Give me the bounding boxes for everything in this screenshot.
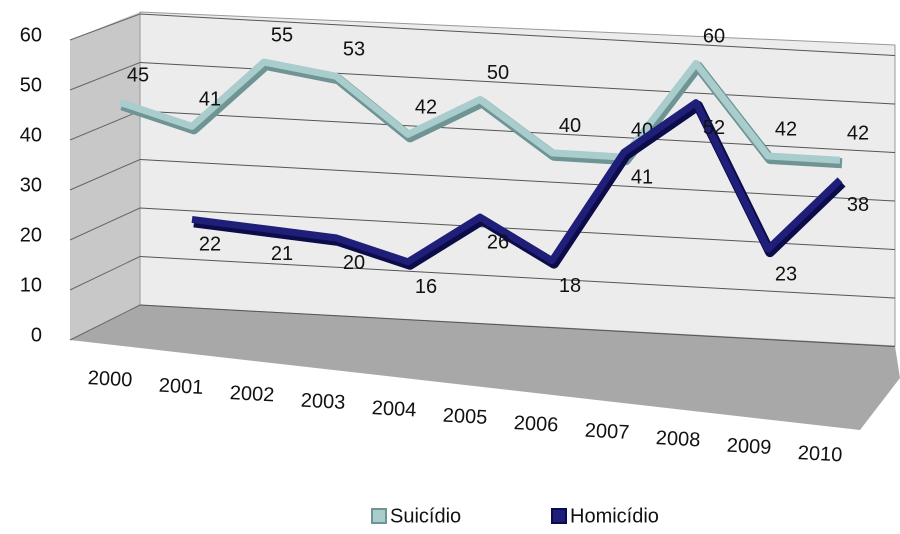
- x-tick-label: 2002: [229, 382, 275, 406]
- y-tick-label: 60: [20, 24, 42, 46]
- data-label: 40: [559, 115, 581, 137]
- data-label: 21: [271, 243, 293, 265]
- y-tick-label: 50: [20, 74, 42, 96]
- data-label: 42: [847, 123, 869, 145]
- grid-line: [69, 62, 141, 91]
- grid-line: [69, 304, 141, 341]
- data-label: 53: [343, 38, 365, 60]
- grid-line: [139, 304, 896, 348]
- y-tick-label: 10: [20, 274, 42, 296]
- data-label: 50: [487, 62, 509, 84]
- legend-label: Homicídio: [570, 505, 659, 527]
- x-tick-label: 2009: [726, 435, 772, 459]
- data-label: 60: [703, 26, 725, 48]
- x-tick-label: 2000: [87, 367, 133, 391]
- data-label: 18: [559, 275, 581, 297]
- legend-swatch: [551, 508, 567, 524]
- x-tick-label: 2004: [371, 397, 417, 421]
- x-tick-label: 2007: [584, 420, 630, 444]
- y-tick-label: 20: [20, 224, 42, 246]
- grid-line: [139, 256, 896, 299]
- y-tick-label: 30: [20, 174, 42, 196]
- grid-line: [69, 13, 141, 41]
- legend-swatch: [371, 508, 387, 524]
- data-label: 16: [415, 276, 437, 298]
- data-label: 52: [703, 117, 725, 139]
- legend-label: Suicídio: [390, 505, 461, 527]
- grid-line: [139, 13, 896, 57]
- series-line: [118, 58, 841, 164]
- data-label: 45: [127, 65, 149, 87]
- data-label: 22: [199, 234, 221, 256]
- data-label: 42: [415, 97, 437, 119]
- y-tick-label: 40: [20, 124, 42, 146]
- series-line: [191, 99, 843, 266]
- x-tick-label: 2006: [513, 412, 559, 436]
- grid-line: [69, 256, 141, 291]
- data-label: 41: [631, 167, 653, 189]
- floor: [70, 305, 900, 430]
- x-tick-label: 2005: [442, 405, 488, 429]
- y-tick-label: 0: [31, 324, 42, 346]
- data-label: 26: [487, 231, 509, 253]
- data-label: 23: [775, 263, 797, 285]
- back-wall: [139, 11, 896, 347]
- data-label: 20: [343, 252, 365, 274]
- data-label: 42: [775, 118, 797, 140]
- grid-line: [69, 159, 141, 191]
- x-tick-label: 2008: [655, 427, 701, 451]
- data-label: 41: [199, 89, 221, 111]
- grid-line: [139, 159, 896, 202]
- x-tick-label: 2003: [300, 390, 346, 414]
- side-wall: [70, 12, 140, 340]
- x-tick-label: 2010: [797, 442, 843, 466]
- data-label: 55: [271, 24, 293, 46]
- grid-line: [69, 110, 141, 141]
- grid-line: [69, 207, 141, 241]
- data-label: 38: [847, 194, 869, 216]
- x-tick-label: 2001: [158, 375, 204, 399]
